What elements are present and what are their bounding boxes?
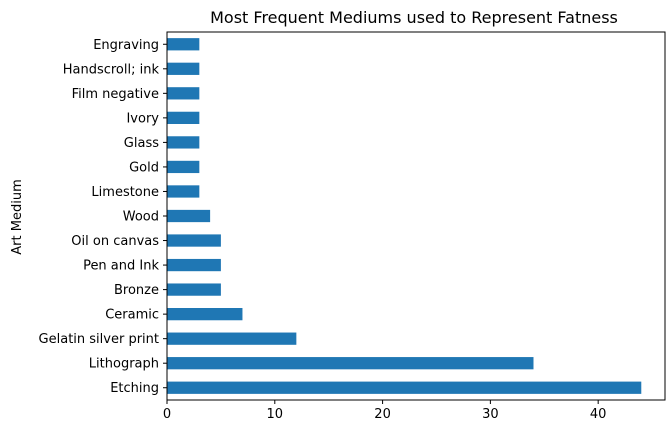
y-tick-label: Oil on canvas <box>71 234 159 249</box>
y-tick-label: Gelatin silver print <box>39 332 159 347</box>
bar <box>167 332 297 345</box>
y-tick-label: Ceramic <box>105 308 159 323</box>
chart-title: Most Frequent Mediums used to Represent … <box>210 8 618 27</box>
x-tick-label: 20 <box>374 407 391 422</box>
y-tick-label: Wood <box>123 210 159 225</box>
bar <box>167 38 200 51</box>
x-tick-label: 0 <box>163 407 171 422</box>
y-tick-label: Film negative <box>72 87 159 102</box>
y-tick-label: Glass <box>124 136 159 151</box>
x-tick-label: 40 <box>590 407 607 422</box>
y-tick-label: Bronze <box>114 283 159 298</box>
bar <box>167 111 200 124</box>
bar <box>167 87 200 100</box>
x-axis-ticks: 0 10 20 30 40 <box>163 400 607 422</box>
bar <box>167 209 211 223</box>
y-tick-label: Etching <box>110 381 159 396</box>
y-tick-label: Lithograph <box>89 357 159 372</box>
bar <box>167 136 200 149</box>
plot-frame <box>166 31 666 401</box>
bar <box>167 283 221 296</box>
x-tick-label: 10 <box>267 407 284 422</box>
bar <box>167 234 221 247</box>
bar <box>167 381 642 394</box>
bar <box>167 308 243 321</box>
bar <box>167 357 534 370</box>
y-tick-label: Pen and Ink <box>83 259 159 274</box>
y-axis-label: Art Medium <box>10 179 25 254</box>
y-tick-label: Gold <box>129 160 159 175</box>
x-tick-label: 30 <box>482 407 499 422</box>
bar <box>167 160 200 174</box>
y-tick-label: Limestone <box>91 185 159 200</box>
bar <box>167 62 200 75</box>
bar <box>167 258 221 272</box>
y-axis-ticks: Engraving Handscroll; ink Film negative Ivo… <box>39 38 167 396</box>
y-tick-label: Handscroll; ink <box>63 62 160 77</box>
bar-group <box>167 38 642 394</box>
y-tick-label: Ivory <box>126 111 159 126</box>
bar <box>167 185 200 198</box>
y-tick-label: Engraving <box>93 38 159 53</box>
